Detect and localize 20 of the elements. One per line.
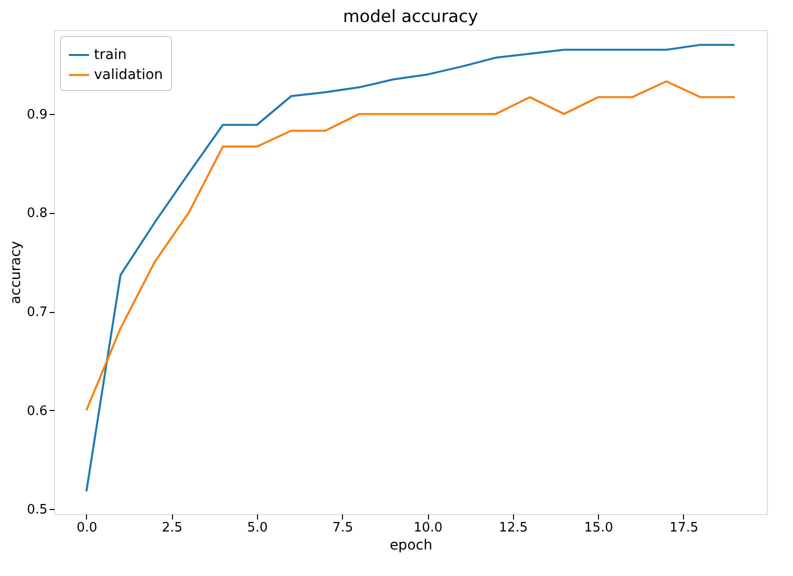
chart-title: model accuracy — [342, 7, 478, 27]
y-axis-title: accuracy — [8, 240, 24, 304]
x-tick-label: 0.0 — [76, 520, 98, 536]
x-axis-title: epoch — [390, 538, 432, 554]
x-tick-label: 17.5 — [669, 520, 698, 536]
y-tick-label: 0.7 — [26, 305, 48, 320]
y-tick-label: 0.5 — [26, 502, 48, 518]
y-tick-label: 0.6 — [26, 404, 48, 419]
line-series — [85, 44, 736, 492]
x-tick-label: 12.5 — [498, 520, 528, 536]
x-tick-label: 2.5 — [162, 520, 183, 536]
legend-label: train — [94, 47, 127, 63]
x-tick-label: 7.5 — [332, 520, 354, 536]
line-series — [85, 80, 736, 412]
y-tick-label: 0.9 — [26, 107, 48, 122]
y-tick-label: 0.8 — [26, 206, 48, 222]
x-tick-label: 10.0 — [414, 520, 443, 536]
x-tick-label: 15.0 — [584, 520, 614, 536]
x-tick-label: 5.0 — [247, 520, 268, 536]
legend-label: validation — [94, 67, 163, 83]
